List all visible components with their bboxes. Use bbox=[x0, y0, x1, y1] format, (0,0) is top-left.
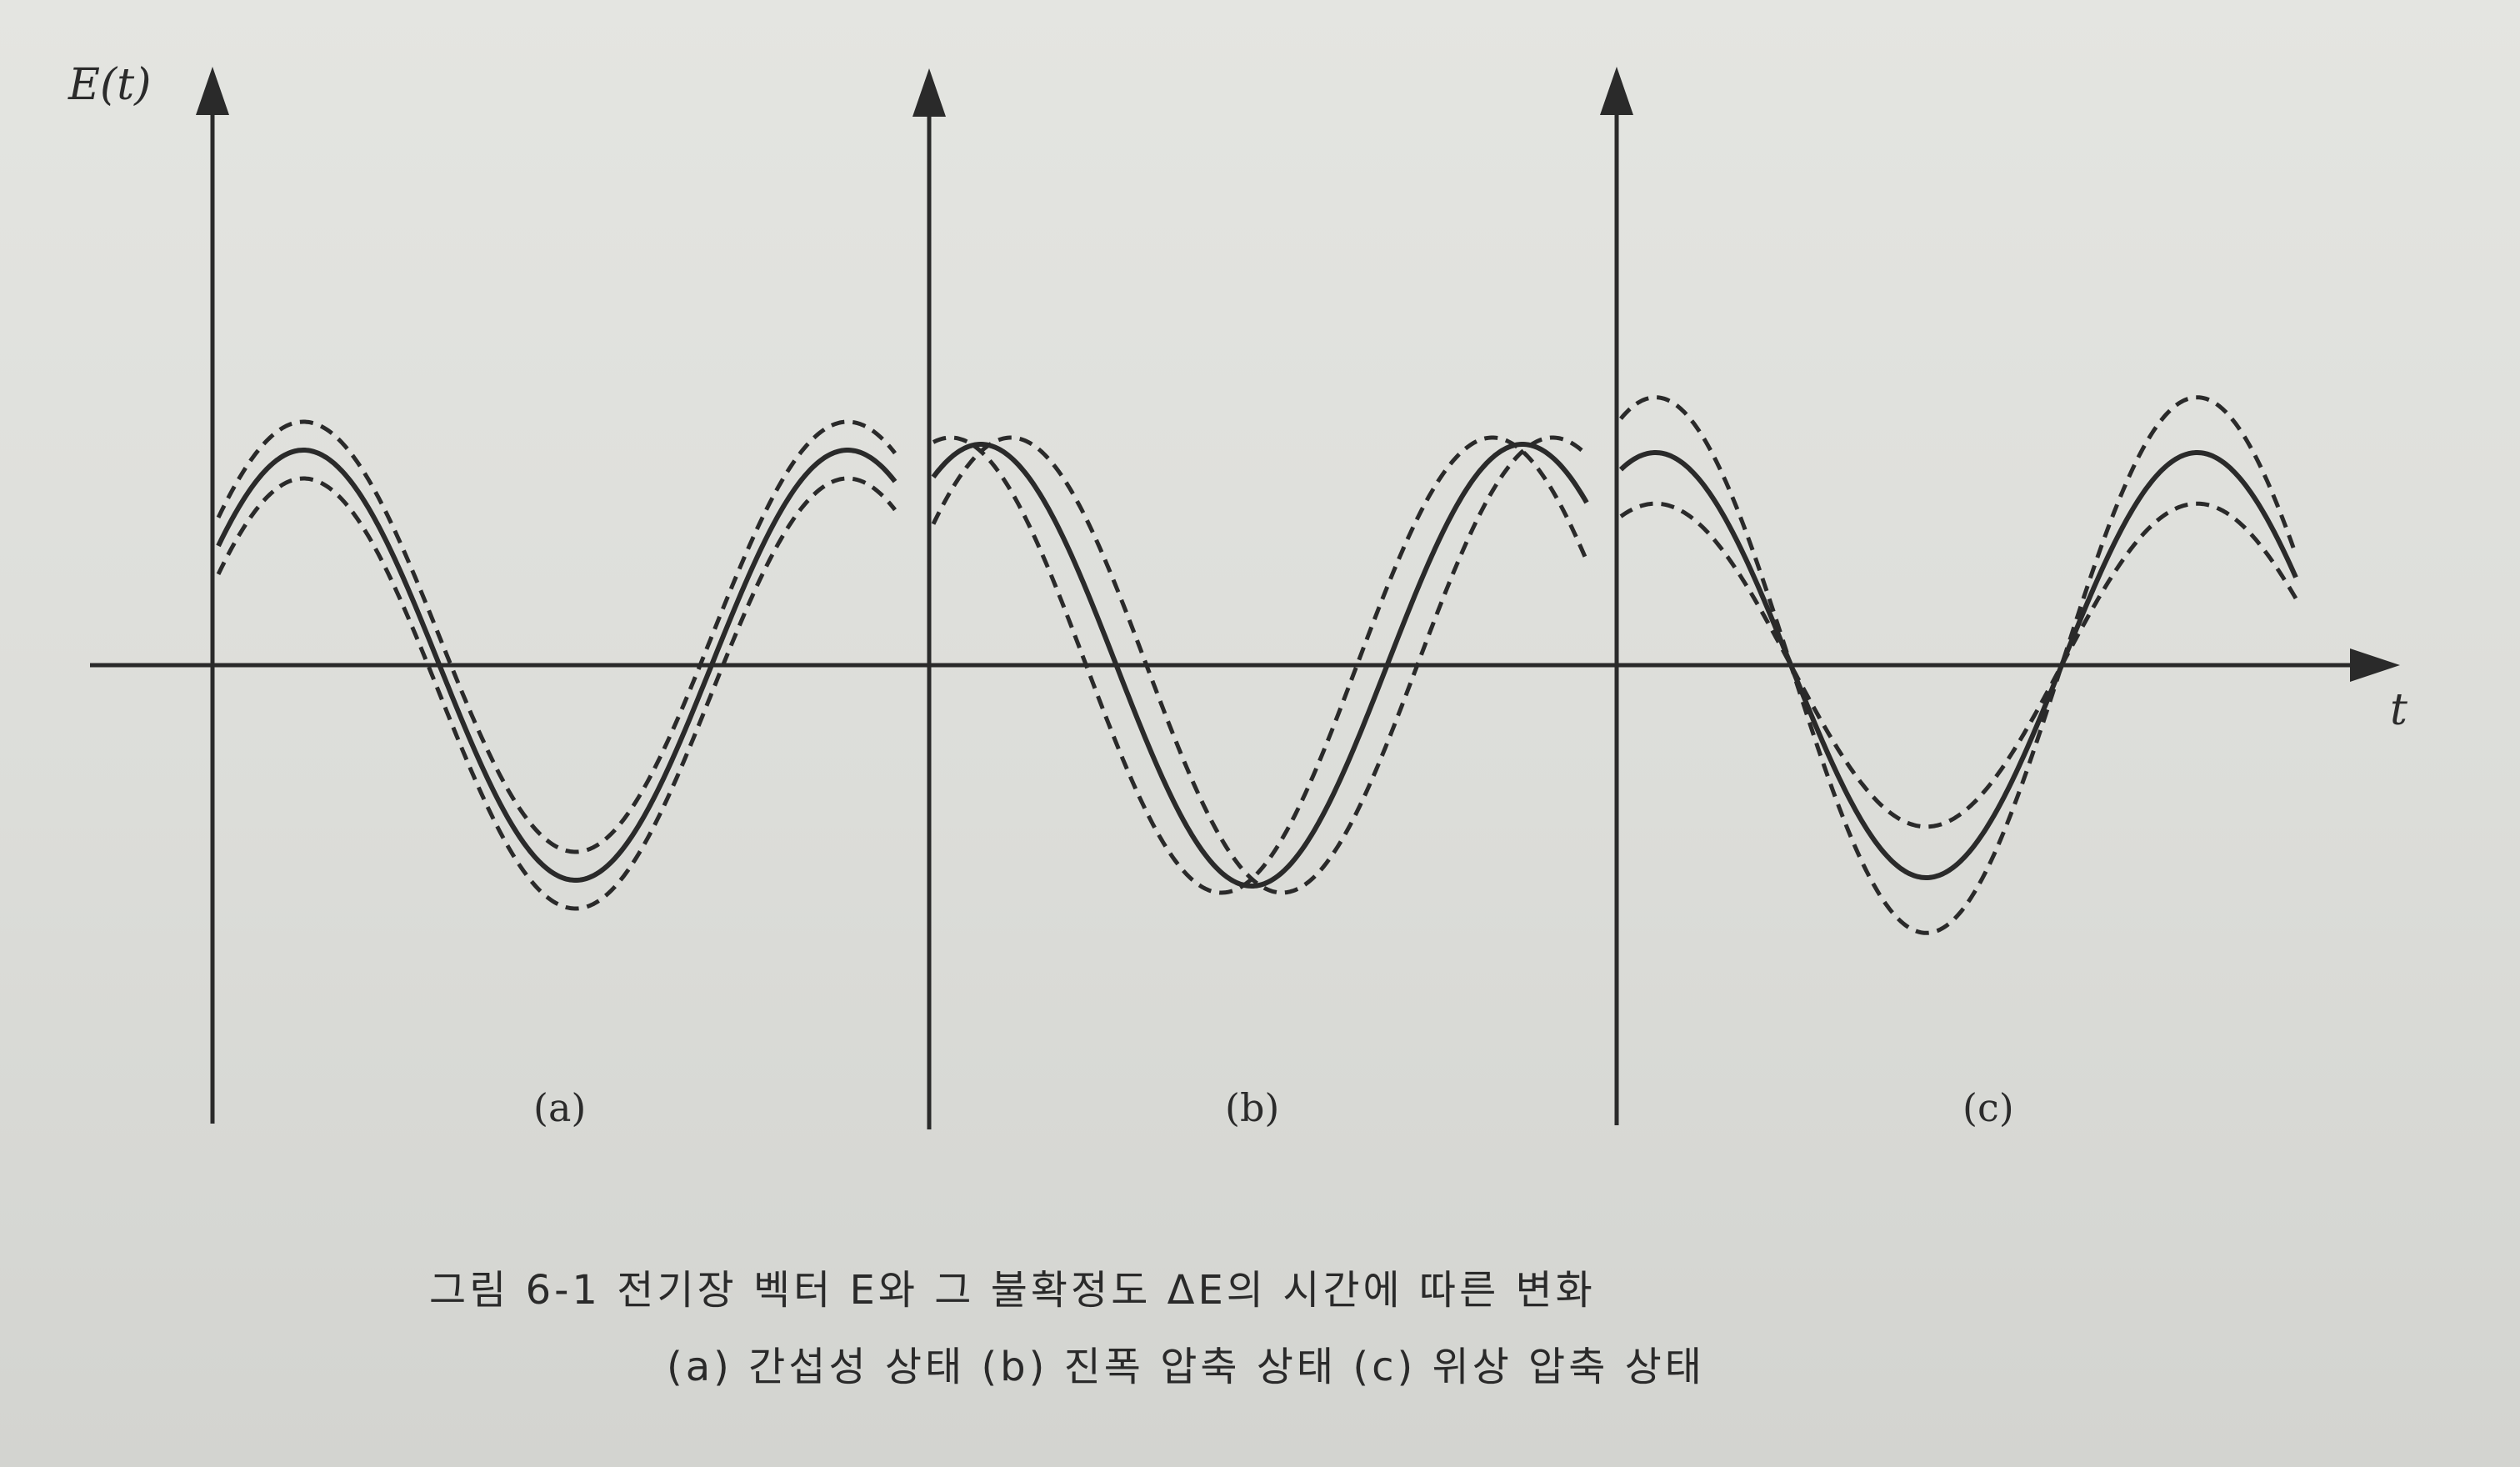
panel-b-curves bbox=[931, 435, 1589, 895]
panel-label-a: (a) bbox=[533, 1085, 587, 1130]
panel-c-mean-curve bbox=[1618, 450, 2298, 880]
y-axis-a-arrowhead bbox=[196, 67, 229, 115]
panel-b-mean-curve bbox=[931, 442, 1589, 889]
y-axis-c-arrowhead bbox=[1600, 67, 1633, 115]
panel-c-curves bbox=[1618, 395, 2298, 935]
x-axis-label: t bbox=[2390, 685, 2408, 735]
y-axis-label: E(t) bbox=[68, 60, 152, 110]
figure-caption-title: 그림 6-1 전기장 벡터 E와 그 불확정도 ΔE의 시간에 따른 변화 bbox=[429, 1267, 1596, 1314]
panel-label-b: (b) bbox=[1225, 1085, 1280, 1130]
panel-b-lagging-envelope bbox=[931, 435, 1588, 895]
panel-c-outer-envelope bbox=[1619, 395, 2298, 935]
panel-label-c: (c) bbox=[1962, 1085, 2014, 1130]
time-axis-arrowhead bbox=[2350, 648, 2400, 682]
panel-c-inner-envelope bbox=[1619, 501, 2298, 829]
y-axis-b-arrowhead bbox=[912, 68, 946, 117]
panel-a-upper-envelope bbox=[216, 419, 897, 854]
figure-caption-subtitle: (a) 간섭성 상태 (b) 진폭 압축 상태 (c) 위상 압축 상태 bbox=[667, 1344, 1705, 1390]
panel-a-curves bbox=[216, 419, 898, 911]
panel-a-lower-envelope bbox=[216, 476, 897, 911]
panel-a-mean-curve bbox=[216, 448, 898, 883]
panel-b-leading-envelope bbox=[932, 435, 1589, 895]
